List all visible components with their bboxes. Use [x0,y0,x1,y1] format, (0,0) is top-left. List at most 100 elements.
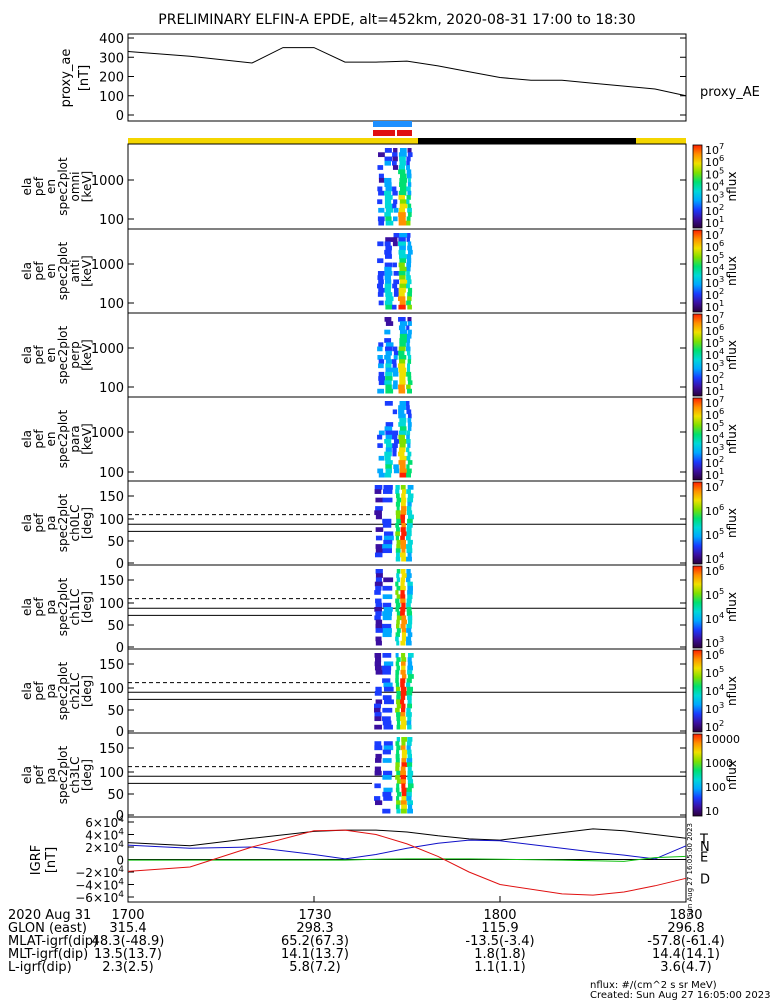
spectrogram-cell [398,304,406,310]
spectrogram-cell [396,665,400,671]
spectrogram-cell [382,594,393,600]
spectrogram-cell [399,156,406,162]
colorbar-tick-label: 106 [705,153,724,169]
spectrogram-ylabel: [keV] [80,339,94,370]
ephemeris-value: 14.1(13.7) [281,947,349,962]
spectrogram-cell [395,607,400,612]
spectrogram-cell [374,716,382,722]
spectrogram-cell [382,808,391,814]
spectrogram-cell [396,497,402,503]
spectrogram-cell [396,791,402,797]
spectrogram-cell [375,602,383,608]
spectrogram-cell [399,321,408,326]
spectrogram-cell [385,363,392,369]
spectrogram-cell [406,611,413,616]
spectrogram-cell [378,363,384,369]
spectrogram-cell [375,657,382,662]
spectrogram-cell [407,296,412,302]
spectrogram-cell [398,296,406,302]
spectrogram-cell [375,585,382,591]
spectrogram-cell [392,241,398,247]
spectrogram-cell [382,548,392,554]
spectrogram-cell [400,510,407,516]
spectrogram-cell [399,233,408,238]
spectrogram-cell [396,628,401,633]
spectrogram-cell [396,527,400,532]
ephemeris-value: 1730 [298,908,331,923]
spectrogram-cell [406,741,412,746]
spectrogram-cell [384,439,392,444]
spectrogram-cell [396,539,402,545]
colorbar-tick-label: 106 [705,406,724,422]
spectrogram-cell [375,569,383,574]
colorbar-tick-label: 102 [705,202,724,218]
spectrogram-cell [374,800,383,806]
spectrogram-cell [375,497,384,503]
spectrogram-ylabel: ela [20,598,34,616]
spectrogram-cell [406,447,410,453]
ephemeris-value: 14.4(14.1) [652,947,720,962]
ephemeris-value: 1.1(1.1) [474,960,526,975]
spectrogram-ytick-label: 100 [99,466,124,481]
spectrogram-cell [375,619,383,625]
ephemeris-value: 3.6(4.7) [660,960,712,975]
spectrogram-cell [398,367,407,373]
colorbar-tick-label: 101 [705,466,724,482]
spectrogram-cell [377,468,384,474]
spectrogram-cell [400,581,405,587]
igrf-series-E [128,855,687,862]
spectrogram-cell [384,241,391,247]
colorbar [692,313,703,397]
spectrogram-cell [384,262,393,268]
spectrogram-cell [383,796,393,801]
creation-date: Created: Sun Aug 27 16:05:00 2023 [590,990,770,1000]
igrf-yunit: [nT] [44,847,59,873]
spectrogram-cell [382,628,392,633]
igrf-ytick-label: 6×104 [85,815,124,830]
colorbar-tick-label: 102 [705,370,724,386]
colorbar-tick-label: 105 [705,334,724,350]
spectrogram-cell [398,413,406,419]
spectrogram-cell [385,220,394,226]
spectrogram-cell [406,186,411,192]
spectrogram-cell [406,745,411,751]
spectrogram-ylabel: spec2plot [56,325,70,384]
spectrogram-cell [407,661,413,667]
spectrogram-cell [396,800,401,806]
spectrogram-ylabel: spec2plot [56,409,70,468]
spectrogram-cell [378,177,386,183]
spectrogram-cell [400,535,405,541]
colorbar-label: nflux [725,424,739,454]
spectrogram-cell [385,359,393,364]
spectrogram-cell [399,338,408,343]
spectrogram-cell [398,220,407,226]
spectrogram-ytick-label: 0 [116,641,124,656]
spectrogram-cell [407,669,413,675]
spectrogram-cell [400,724,406,730]
spectrogram-cell [395,510,401,516]
spectrogram-cell [377,275,384,280]
spectrogram-cell [407,657,412,662]
spectrogram-cell [375,758,382,763]
ephemeris-value: 315.4 [109,921,146,936]
colorbar-tick-label: 103 [705,700,724,716]
spectrogram-ytick-label: 100 [99,513,124,528]
spectrogram-cell [377,186,383,192]
spectrogram-cell [399,275,406,280]
spectrogram-cell [393,287,399,293]
spectrogram-cell [399,468,407,474]
spectrogram-cell [383,485,393,490]
spectrogram-cell [396,640,400,646]
spectrogram-cell [406,405,410,410]
spectrogram-cell [384,182,392,187]
spectrogram-cell [382,585,393,591]
spectrogram-cell [407,552,412,558]
spectrogram-cell [406,695,412,700]
spectrogram-cell [407,233,411,238]
spectrogram-cell [383,535,394,541]
spectrogram-cell [384,199,392,205]
spectrogram-cell [407,388,412,394]
spectrogram-cell [382,665,392,671]
